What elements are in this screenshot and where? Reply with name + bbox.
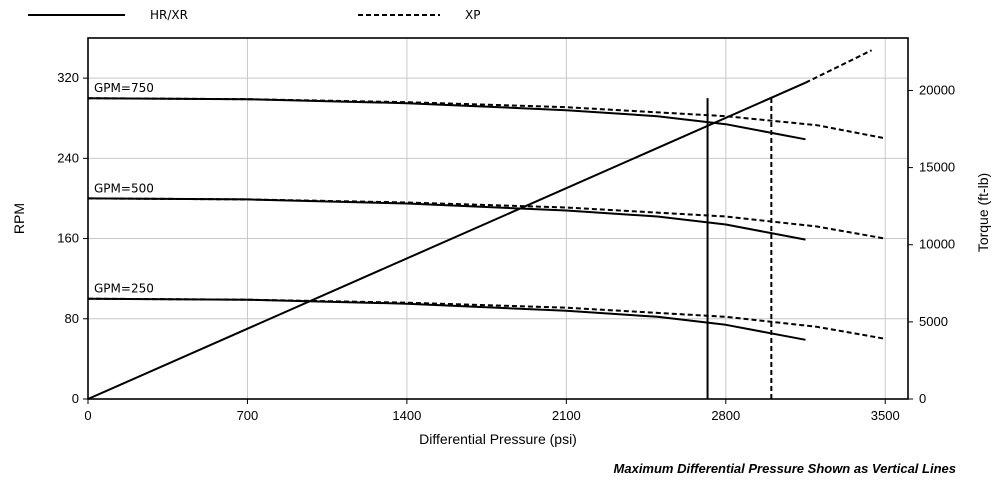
y2-tick-label: 10000 xyxy=(919,237,955,252)
y2-axis-label: Torque (ft-lb) xyxy=(975,173,991,252)
series-line-gpm-250-solid xyxy=(87,297,806,341)
series-layer xyxy=(87,49,886,400)
y2-tick-label: 5000 xyxy=(919,314,948,329)
plot-frame xyxy=(87,37,909,400)
curve-label: GPM=250 xyxy=(94,282,154,296)
curve-label: GPM=500 xyxy=(94,181,154,195)
y-axis-label: RPM xyxy=(11,203,27,234)
y2-tick-label: 15000 xyxy=(919,160,955,175)
text-layer: 0 700 1400 2100 2800 3500 0 80 160 240 320 0 5000 100… xyxy=(11,70,991,447)
series-line-torque-dashed xyxy=(805,49,873,84)
y2-tick-label: 0 xyxy=(919,391,926,406)
annotation-note: Maximum Differential Pressure Shown as V… xyxy=(614,461,956,476)
x-tick-label: 700 xyxy=(237,408,259,423)
series-line-gpm-750-dashed xyxy=(87,97,886,140)
legend-label: XP xyxy=(465,8,480,22)
series-line-gpm-250-dashed xyxy=(87,297,886,340)
series-line-gpm-500-solid xyxy=(87,197,806,241)
y-tick-label: 320 xyxy=(57,70,79,85)
y2-tick-label: 20000 xyxy=(919,82,955,97)
curve-label: GPM=750 xyxy=(94,81,154,95)
x-axis-label: Differential Pressure (psi) xyxy=(419,431,577,447)
x-tick-label: 3500 xyxy=(871,408,900,423)
series-line-gpm-750-solid xyxy=(87,97,806,141)
series-line-gpm-500-dashed xyxy=(87,197,886,240)
axes xyxy=(83,37,913,404)
x-tick-label: 2800 xyxy=(711,408,740,423)
y-tick-label: 80 xyxy=(65,311,79,326)
x-tick-label: 1400 xyxy=(392,408,421,423)
series-line-torque-solid xyxy=(87,81,806,400)
x-tick-label: 0 xyxy=(84,408,91,423)
legend-label: HR/XR xyxy=(150,8,188,22)
legend: HR/XR XP xyxy=(28,8,480,22)
x-tick-label: 2100 xyxy=(552,408,581,423)
y-tick-label: 0 xyxy=(72,391,79,406)
y-tick-label: 160 xyxy=(57,231,79,246)
y-tick-label: 240 xyxy=(57,150,79,165)
